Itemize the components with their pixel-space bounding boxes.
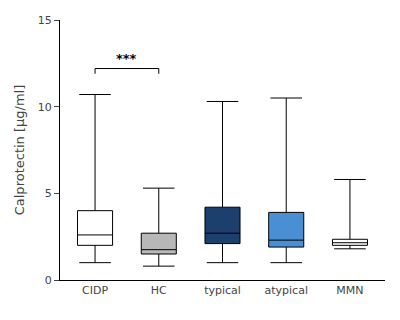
svg-text:typical: typical	[204, 284, 241, 297]
svg-text:atypical: atypical	[265, 284, 308, 297]
svg-text:15: 15	[38, 14, 52, 27]
svg-text:HC: HC	[151, 284, 167, 297]
svg-text:10: 10	[38, 101, 52, 114]
svg-text:5: 5	[45, 187, 52, 200]
svg-text:Calprotectin [µg/ml]: Calprotectin [µg/ml]	[12, 85, 27, 216]
svg-text:***: ***	[116, 51, 137, 66]
svg-text:0: 0	[45, 274, 52, 287]
svg-text:MMN: MMN	[336, 284, 363, 297]
svg-text:CIDP: CIDP	[82, 284, 108, 297]
